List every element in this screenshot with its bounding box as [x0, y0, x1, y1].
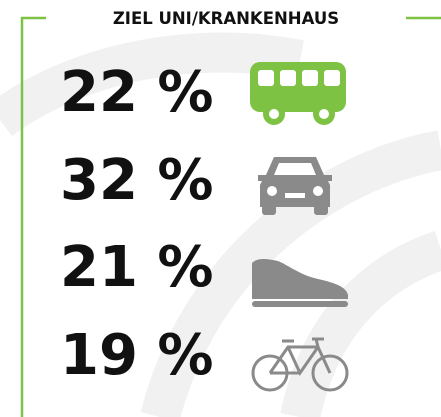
frame — [20, 16, 441, 417]
title: ZIEL UNI/KRANKENHAUS — [113, 9, 339, 28]
share-label: 22 % — [60, 60, 214, 125]
share-label: 21 % — [60, 235, 214, 300]
bicycle-icon — [251, 337, 349, 392]
share-label: 32 % — [60, 148, 214, 213]
rows: 22 % 32 % 21 % 19 % — [60, 60, 214, 388]
share-label: 19 % — [60, 323, 214, 388]
shoe-icon — [252, 259, 348, 307]
background — [0, 32, 441, 417]
car-icon — [258, 157, 332, 215]
bus-icon — [250, 62, 346, 125]
